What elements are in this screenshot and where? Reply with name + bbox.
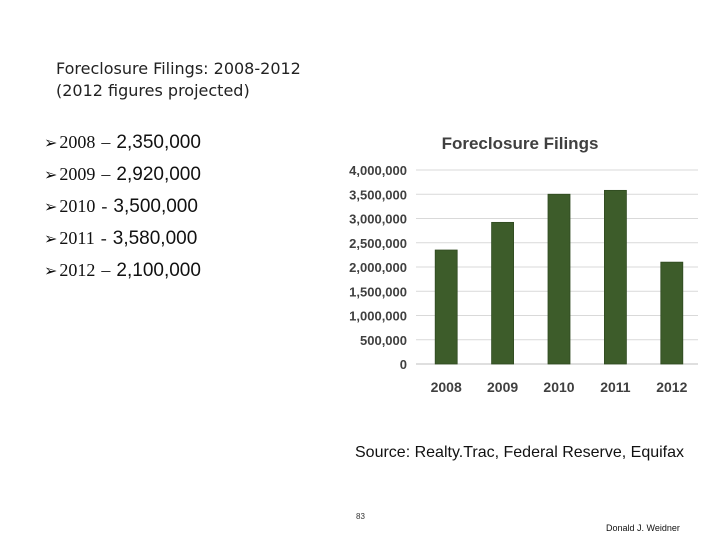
y-tick-label: 4,000,000 xyxy=(349,163,407,178)
y-tick-label: 2,500,000 xyxy=(349,236,407,251)
x-tick-label: 2008 xyxy=(431,379,462,395)
slide-title-line2: (2012 figures projected) xyxy=(56,81,250,100)
slide-title-line1: Foreclosure Filings: 2008-2012 xyxy=(56,59,301,78)
y-tick-label: 1,500,000 xyxy=(349,284,407,299)
bullet-item: ➢ 2011-3,580,000 xyxy=(44,222,201,254)
arrow-bullet-icon: ➢ xyxy=(44,197,58,216)
chart-title: Foreclosure Filings xyxy=(442,134,599,153)
x-tick-label: 2010 xyxy=(543,379,574,395)
bullet-value: 2,350,000 xyxy=(116,132,201,153)
bar xyxy=(491,221,515,365)
bullet-item: ➢ 2012–2,100,000 xyxy=(44,254,201,286)
bullet-year: 2010 xyxy=(59,196,96,216)
bullet-separator: – xyxy=(101,260,111,280)
author-credit: Donald J. Weidner xyxy=(606,523,680,533)
bullet-year: 2009 xyxy=(59,164,96,184)
bullet-separator: – xyxy=(101,132,111,152)
bullet-year: 2012 xyxy=(59,260,96,280)
x-tick-label: 2011 xyxy=(600,379,631,395)
bullet-item: ➢ 2009–2,920,000 xyxy=(44,158,201,190)
arrow-bullet-icon: ➢ xyxy=(44,165,58,184)
bullet-item: ➢ 2010-3,500,000 xyxy=(44,190,201,222)
bullet-list: ➢ 2008–2,350,000 ➢ 2009–2,920,000 ➢ 2010-3,… xyxy=(44,126,201,286)
slide-title: Foreclosure Filings: 2008-2012 (2012 fig… xyxy=(56,58,376,102)
bullet-separator: - xyxy=(101,196,108,216)
bullet-separator: – xyxy=(101,164,111,184)
y-tick-label: 3,000,000 xyxy=(349,212,407,227)
bar xyxy=(604,189,627,365)
bar xyxy=(660,261,684,365)
bullet-year: 2011 xyxy=(59,228,95,248)
arrow-bullet-icon: ➢ xyxy=(44,229,58,248)
y-tick-label: 3,500,000 xyxy=(349,187,407,202)
x-tick-label: 2009 xyxy=(487,379,518,395)
y-tick-label: 0 xyxy=(400,357,407,372)
bullet-value: 3,580,000 xyxy=(112,228,198,249)
bar xyxy=(434,249,458,365)
bullet-value: 3,500,000 xyxy=(113,196,198,217)
source-citation: Source: Realty.Trac, Federal Reserve, Eq… xyxy=(355,444,685,461)
bullet-separator: - xyxy=(100,228,107,248)
arrow-bullet-icon: ➢ xyxy=(44,261,58,280)
bullet-value: 2,100,000 xyxy=(116,260,201,281)
bullet-item: ➢ 2008–2,350,000 xyxy=(44,126,201,158)
bar xyxy=(547,193,571,365)
bullet-year: 2008 xyxy=(59,132,96,152)
y-tick-label: 500,000 xyxy=(360,333,407,348)
x-tick-label: 2012 xyxy=(656,379,687,395)
page-number: 83 xyxy=(356,512,365,521)
arrow-bullet-icon: ➢ xyxy=(44,133,58,152)
y-tick-label: 1,000,000 xyxy=(349,309,407,324)
bullet-value: 2,920,000 xyxy=(116,164,201,185)
y-tick-label: 2,000,000 xyxy=(349,260,407,275)
